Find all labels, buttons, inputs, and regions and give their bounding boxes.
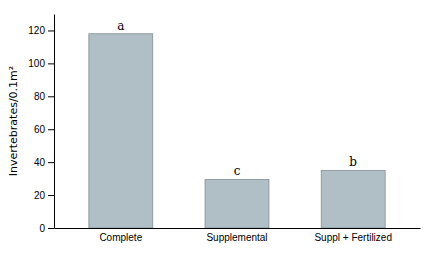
tick-label: 100 xyxy=(28,58,45,69)
tick: Suppl + Fertilized xyxy=(314,228,392,243)
tick: 100 xyxy=(28,58,54,69)
bar xyxy=(89,34,153,228)
tick-label: 80 xyxy=(34,91,46,102)
tick-mark xyxy=(48,195,54,196)
y-axis: 0 20 40 60 80 100 120 xyxy=(28,15,54,234)
tick-label: Complete xyxy=(99,232,142,243)
chart-container: a c b 0 20 40 60 80 100 120 Complete Supplemental Su… xyxy=(0,0,432,254)
tick-label: Suppl + Fertilized xyxy=(314,232,392,243)
tick: 0 xyxy=(39,223,54,234)
tick-label: 60 xyxy=(34,124,46,135)
tick-mark xyxy=(48,96,54,97)
tick-label: 0 xyxy=(39,223,45,234)
axis-line xyxy=(54,15,55,229)
tick-label: 20 xyxy=(34,190,46,201)
annotation: b xyxy=(349,155,357,169)
tick-mark xyxy=(48,228,54,229)
tick-mark xyxy=(48,129,54,130)
annotation: a xyxy=(117,19,124,33)
bar xyxy=(321,170,385,228)
tick: 40 xyxy=(34,157,54,168)
tick: Complete xyxy=(99,228,142,243)
tick-mark xyxy=(48,162,54,163)
tick-mark xyxy=(48,30,54,31)
tick: Supplemental xyxy=(206,228,267,243)
tick-label: Supplemental xyxy=(206,232,267,243)
plot-area: a c b 0 20 40 60 80 100 120 Complete Supplemental Su… xyxy=(28,15,420,244)
tick-mark xyxy=(48,63,54,64)
tick-label: 40 xyxy=(34,157,46,168)
tick: 80 xyxy=(34,91,54,102)
annotations: a c b xyxy=(117,19,357,179)
bars xyxy=(89,34,385,228)
tick: 20 xyxy=(34,190,54,201)
annotation: c xyxy=(234,164,241,178)
tick: 60 xyxy=(34,124,54,135)
bar xyxy=(205,179,269,228)
axis-line xyxy=(55,228,421,229)
x-axis: Complete Supplemental Suppl + Fertilized xyxy=(55,228,421,243)
tick: 120 xyxy=(28,25,54,36)
tick-label: 120 xyxy=(28,25,45,36)
y-axis-title: Invertebrates/0.1m² xyxy=(7,66,20,176)
chart-svg: a c b 0 20 40 60 80 100 120 Complete Supplemental Su… xyxy=(0,0,432,254)
